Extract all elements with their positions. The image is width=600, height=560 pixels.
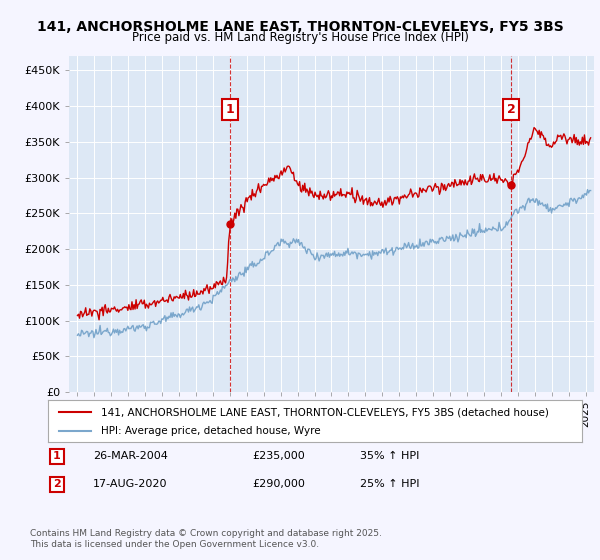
Text: 1: 1 bbox=[226, 103, 234, 116]
Text: Contains HM Land Registry data © Crown copyright and database right 2025.
This d: Contains HM Land Registry data © Crown c… bbox=[30, 529, 382, 549]
Text: 25% ↑ HPI: 25% ↑ HPI bbox=[360, 479, 419, 489]
Text: 141, ANCHORSHOLME LANE EAST, THORNTON-CLEVELEYS, FY5 3BS (detached house): 141, ANCHORSHOLME LANE EAST, THORNTON-CL… bbox=[101, 407, 549, 417]
Text: 2: 2 bbox=[507, 103, 516, 116]
Text: £290,000: £290,000 bbox=[252, 479, 305, 489]
Text: 26-MAR-2004: 26-MAR-2004 bbox=[93, 451, 168, 461]
Text: 1: 1 bbox=[53, 451, 61, 461]
Text: 17-AUG-2020: 17-AUG-2020 bbox=[93, 479, 167, 489]
Text: HPI: Average price, detached house, Wyre: HPI: Average price, detached house, Wyre bbox=[101, 426, 321, 436]
Text: Price paid vs. HM Land Registry's House Price Index (HPI): Price paid vs. HM Land Registry's House … bbox=[131, 31, 469, 44]
Text: 35% ↑ HPI: 35% ↑ HPI bbox=[360, 451, 419, 461]
Text: 2: 2 bbox=[53, 479, 61, 489]
Text: 141, ANCHORSHOLME LANE EAST, THORNTON-CLEVELEYS, FY5 3BS: 141, ANCHORSHOLME LANE EAST, THORNTON-CL… bbox=[37, 20, 563, 34]
Text: £235,000: £235,000 bbox=[252, 451, 305, 461]
